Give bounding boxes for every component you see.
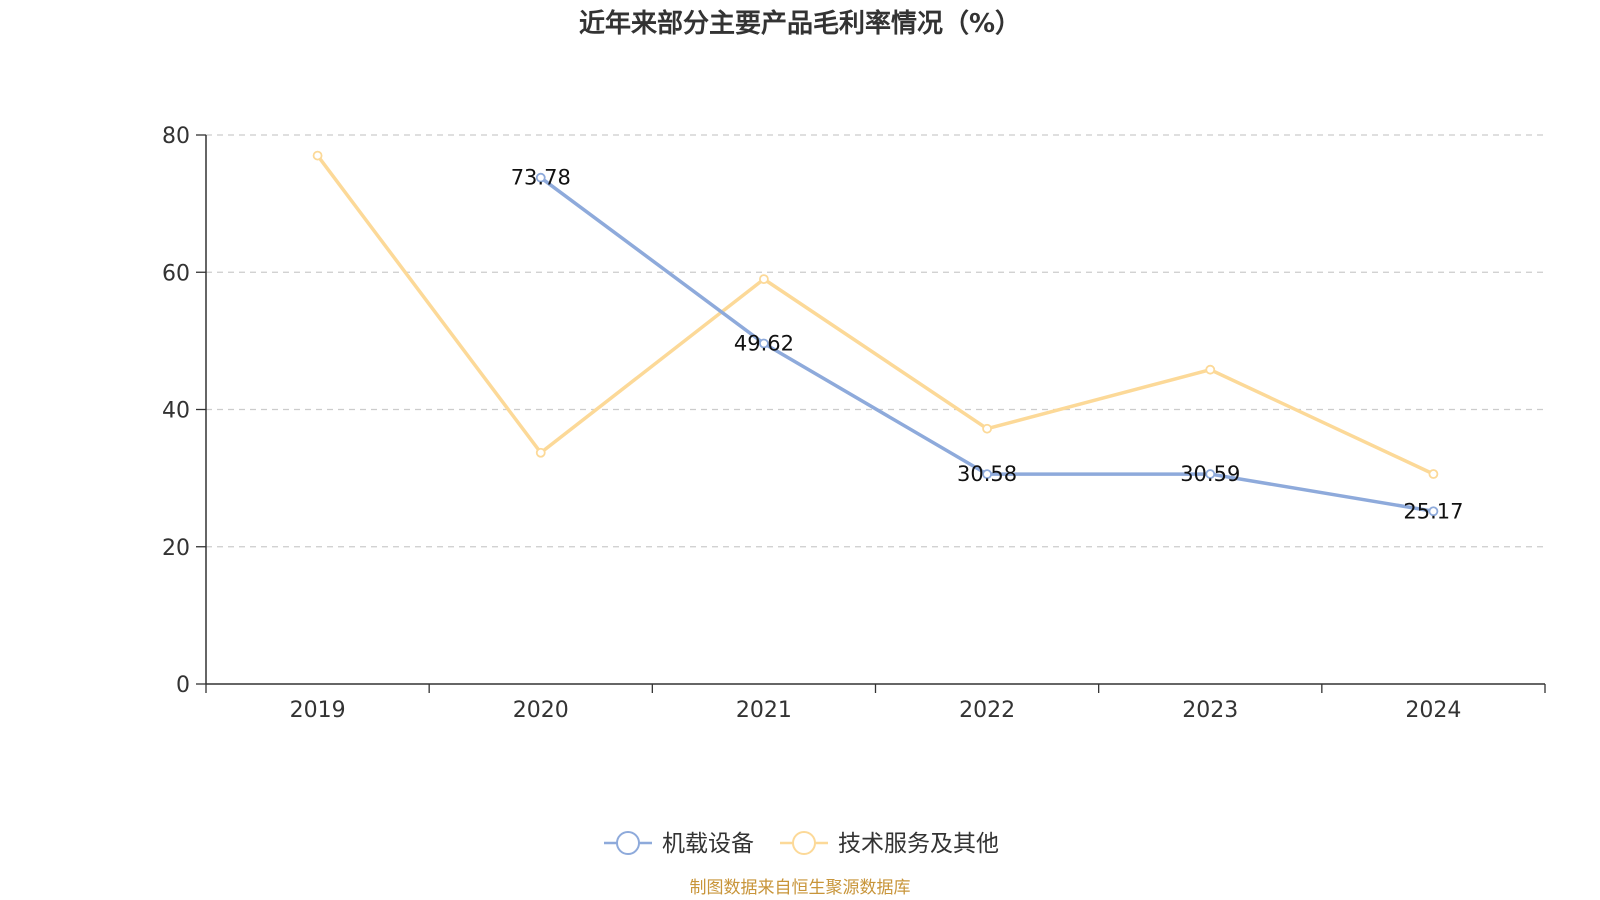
data-point — [1205, 364, 1216, 375]
data-point — [535, 447, 546, 458]
series-lines — [312, 150, 1439, 517]
data-label: 73.78 — [511, 166, 571, 190]
data-labels: 73.78 49.62 30.58 30.59 25.17 — [511, 166, 1464, 524]
legend-item-1[interactable]: 技术服务及其他 — [780, 831, 999, 857]
data-point — [982, 469, 992, 480]
series-line-1 — [315, 153, 1436, 476]
x-tick-label: 2021 — [736, 698, 792, 723]
data-point — [759, 338, 769, 349]
data-point — [535, 172, 546, 183]
data-label: 49.62 — [734, 331, 794, 355]
x-tick-label: 2020 — [513, 698, 569, 723]
y-tick-label: 20 — [162, 536, 190, 561]
source-note: 制图数据来自恒生聚源数据库 — [690, 878, 911, 898]
x-tick-label: 2024 — [1405, 698, 1461, 723]
data-point — [312, 150, 323, 161]
data-point — [759, 274, 769, 285]
axes: 0 20 40 60 80 2019 2020 2021 2022 2023 2024 — [162, 124, 1546, 723]
data-point — [982, 423, 992, 434]
data-label: 30.58 — [957, 462, 1017, 486]
legend-marker-icon — [616, 831, 640, 855]
y-tick-label: 60 — [162, 261, 190, 286]
data-point — [1205, 469, 1216, 479]
data-label: 25.17 — [1403, 499, 1463, 523]
legend-label: 技术服务及其他 — [838, 831, 999, 857]
y-tick-label: 80 — [162, 124, 190, 149]
x-tick-label: 2019 — [290, 698, 346, 723]
y-tick-label: 0 — [176, 673, 190, 698]
legend[interactable]: 机载设备 技术服务及其他 — [604, 831, 999, 857]
x-tick-label: 2023 — [1182, 698, 1238, 723]
data-point — [1428, 469, 1439, 479]
x-tick-label: 2022 — [959, 698, 1015, 723]
y-tick-label: 40 — [162, 399, 190, 424]
legend-marker-icon — [792, 831, 816, 855]
data-point — [1428, 506, 1439, 517]
legend-label: 机载设备 — [662, 831, 754, 857]
legend-item-0[interactable]: 机载设备 — [604, 831, 754, 857]
grid-lines — [206, 134, 1545, 548]
chart-title: 近年来部分主要产品毛利率情况（%） — [579, 8, 1021, 39]
data-label: 30.59 — [1180, 462, 1240, 486]
